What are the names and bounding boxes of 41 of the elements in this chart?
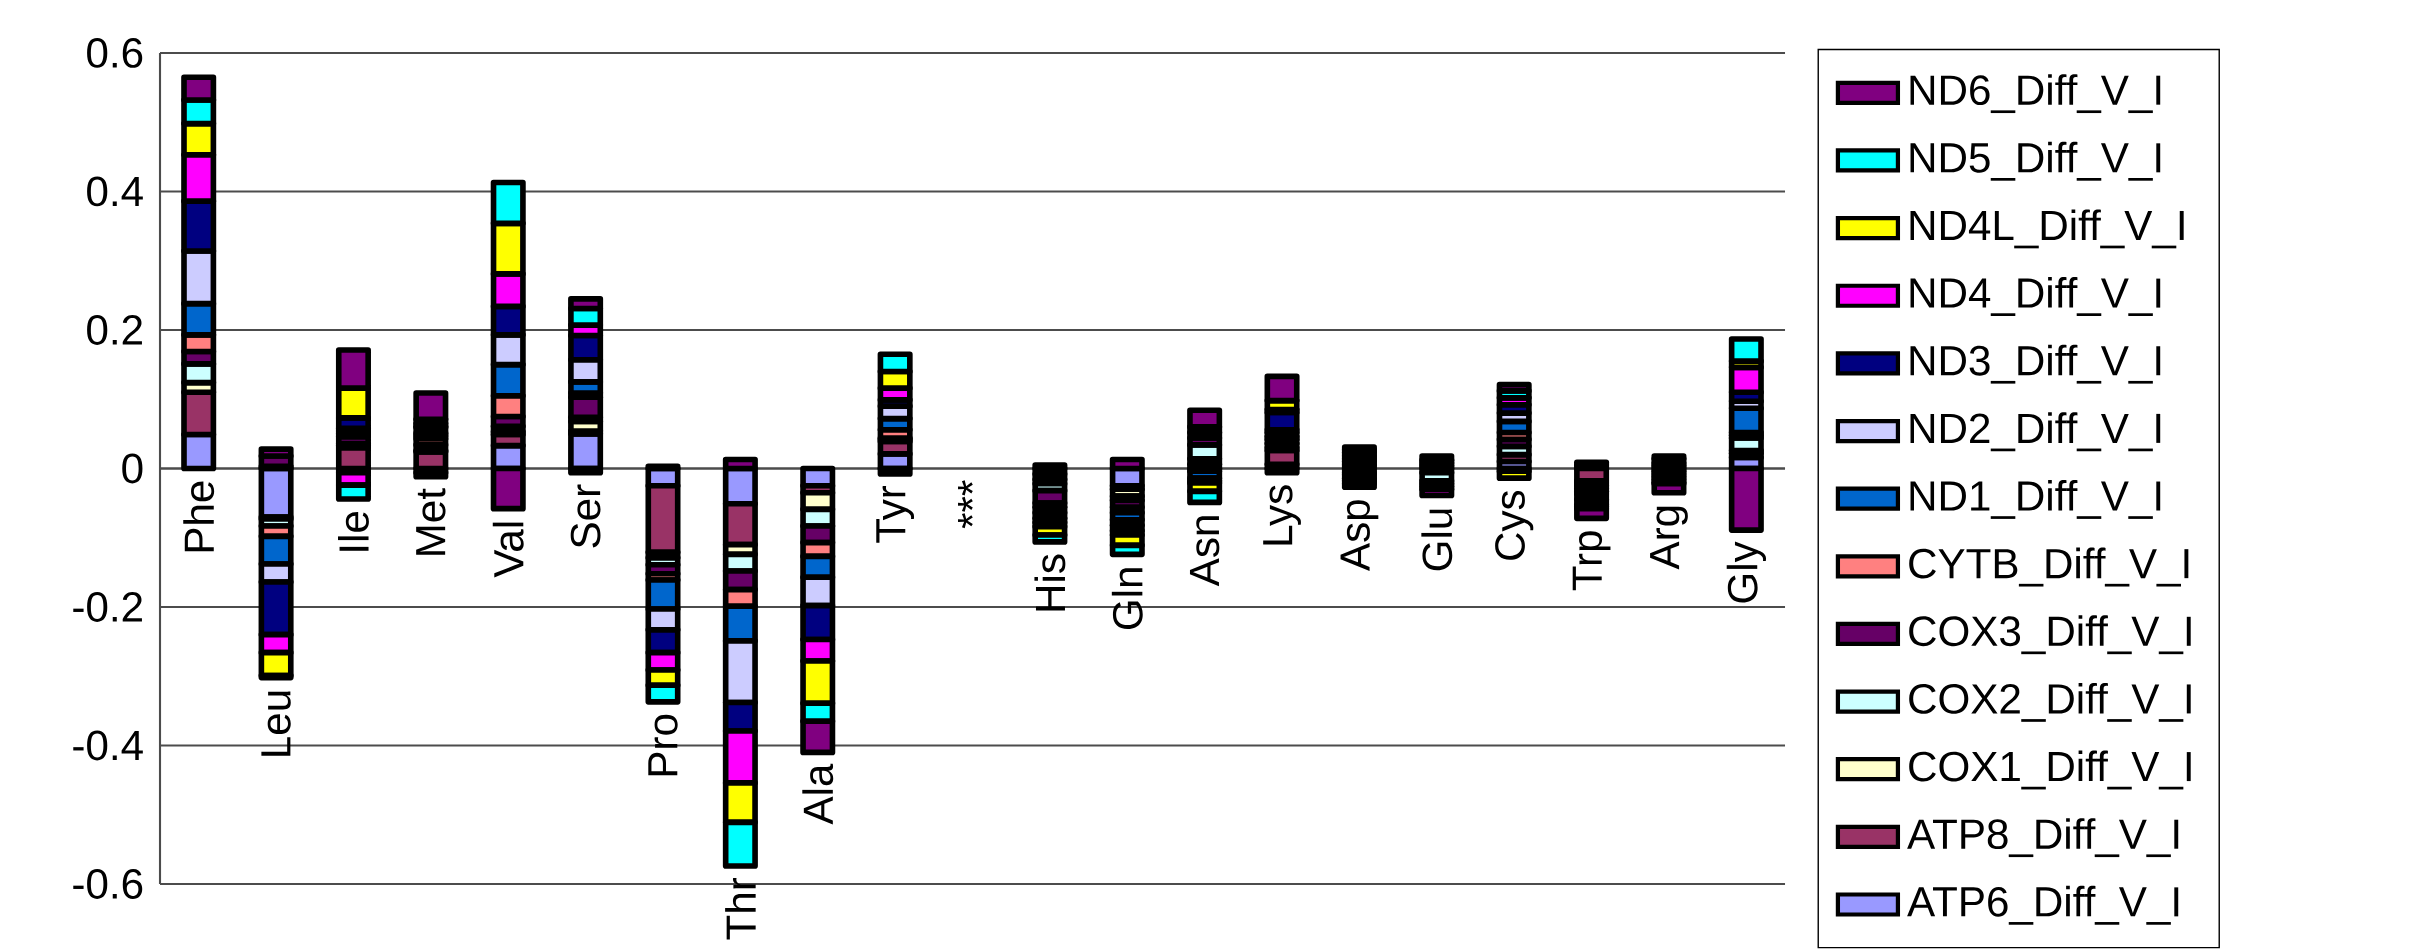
x-tick-label: Thr [725,878,756,940]
x-tick-label: Gln [1111,568,1143,630]
legend-label: ND4_Diff_V_I [1910,277,2161,317]
x-tick-label: Gly [1726,541,1766,603]
x-tick-label: Ala [802,763,834,825]
x-tick-label: Asp [1340,500,1379,572]
y-tick-label: 0.6 [87,38,143,69]
legend-label: COX2_Diff_V_I [1909,683,2191,723]
legend-label: ND3_Diff_V_I [1910,344,2161,384]
x-tick-label: Ser [570,484,601,548]
y-tick-label: -0.6 [73,869,143,900]
x-tick-label: Pro [648,715,678,776]
x-tick-label: Val [492,522,524,578]
x-tick-label: Met [416,488,446,556]
y-tick-label: 0 [122,453,143,484]
x-tick-label: Glu [1421,509,1453,571]
x-tick-label: Cys [1495,491,1534,561]
legend-label: ND4L_Diff_V_I [1910,209,2184,249]
x-tick-label: Trp [1572,531,1611,591]
x-tick-label: Lys [1263,485,1301,545]
legend-label: ND2_Diff_V_I [1910,412,2161,452]
legend-label: ATP8_Diff_V_I [1907,818,2179,858]
legend-label: ATP6_Diff_V_I [1907,886,2179,925]
y-tick-label: -0.2 [73,592,142,623]
legend-label: COX3_Diff_V_I [1909,615,2191,655]
legend-label: ND1_Diff_V_I [1910,480,2161,520]
y-tick-label: 0.2 [87,315,142,346]
x-tick-label: Leu [261,691,291,756]
x-tick-label: Phe [183,481,215,552]
legend-label: COX1_Diff_V_I [1909,750,2191,790]
legend-label: ND6_Diff_V_I [1910,74,2161,114]
x-tick-label: Tyr [876,486,915,544]
x-tick-label: Arg [1650,506,1688,570]
x-tick-label: His [1034,554,1066,611]
x-tick-label: Ile [338,512,369,552]
y-tick-label: -0.4 [73,730,143,761]
legend-label: ND5_Diff_V_I [1910,142,2161,181]
x-tick-label: *** [958,480,973,529]
y-tick-label: 0.4 [87,176,143,207]
x-tick-label: Asn [1189,516,1220,587]
legend-label: CYTB_Diff_V_I [1909,547,2189,587]
